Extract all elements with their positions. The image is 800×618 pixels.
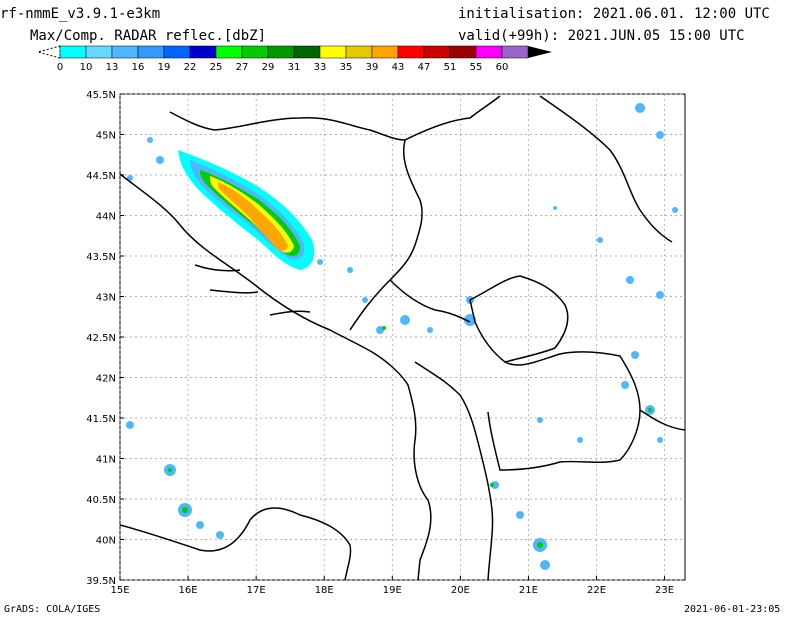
legend-swatch: [397, 45, 425, 59]
lon-label: 20E: [451, 585, 470, 596]
legend-swatch: [319, 45, 347, 59]
lat-label: 40.5N: [86, 495, 116, 506]
lat-label: 43N: [96, 293, 116, 304]
lon-label: 16E: [179, 585, 198, 596]
field-title: Max/Comp. RADAR reflec.[dbZ]: [30, 28, 267, 44]
legend-swatch: [293, 45, 321, 59]
render-timestamp: 2021-06-01-23:05: [684, 604, 781, 615]
border-macedonia: [487, 351, 641, 471]
legend-swatch: [189, 45, 217, 59]
legend-label: 13: [106, 62, 119, 73]
legend-low-arrow: [36, 45, 61, 59]
legend-swatch: [423, 45, 451, 59]
legend-swatch: [449, 45, 477, 59]
legend-label: 39: [366, 62, 379, 73]
lon-label: 22E: [587, 585, 606, 596]
lat-label: 42N: [96, 374, 116, 385]
legend-label: 29: [262, 62, 275, 73]
lat-label: 42.5N: [86, 333, 116, 344]
latitude-labels: 45.5N 45N 44.5N 44N 43.5N 43N 42.5N 42N 41.5N 41N…: [86, 90, 124, 587]
echo-band-core: [218, 182, 288, 251]
lat-label: 45.5N: [86, 90, 116, 101]
lat-label: 41N: [96, 455, 116, 466]
italy-coast: [119, 507, 352, 581]
color-legend: 0 10 13 16 19 22 25 27 29 31 33 35 39 43 47 51 55 60: [36, 45, 552, 73]
longitude-labels: 15E 16E 17E 18E 19E 20E 21E 22E 23E: [110, 576, 674, 596]
initialisation-time: initialisation: 2021.06.01. 12:00 UTC: [458, 6, 770, 22]
legend-label: 10: [80, 62, 93, 73]
legend-label: 16: [132, 62, 145, 73]
legend-swatch: [85, 45, 113, 59]
adriatic-coast: [119, 173, 432, 581]
reflectivity-echoes: [126, 103, 678, 570]
lat-label: 45N: [96, 131, 116, 142]
lat-label: 39.5N: [86, 576, 116, 587]
legend-label: 51: [444, 62, 457, 73]
coastlines-borders: [119, 95, 686, 581]
legend-label: 27: [236, 62, 249, 73]
border-croatia-bosnia: [169, 111, 406, 141]
border-greece-bulgaria: [639, 409, 686, 431]
border-kosovo: [469, 275, 569, 363]
legend-swatch: [215, 45, 243, 59]
model-title: rf-nmmE_v3.9.1-e3km: [0, 6, 161, 22]
legend-label: 43: [392, 62, 405, 73]
legend-label: 60: [496, 62, 509, 73]
software-credit: GrADS: COLA/IGES: [4, 604, 101, 615]
legend-swatch: [163, 45, 191, 59]
lat-label: 44N: [96, 212, 116, 223]
island-2: [209, 289, 259, 294]
border-serbia-east: [404, 95, 673, 243]
legend-swatch: [475, 45, 503, 59]
legend-label: 19: [158, 62, 171, 73]
lon-label: 15E: [110, 585, 129, 596]
legend-high-arrow: [528, 46, 552, 58]
lat-label: 41.5N: [86, 414, 116, 425]
legend-swatch: [241, 45, 269, 59]
legend-swatch: [59, 45, 87, 59]
legend-label: 0: [57, 62, 63, 73]
island-1: [194, 264, 241, 272]
legend-label: 55: [470, 62, 483, 73]
legend-label: 31: [288, 62, 301, 73]
valid-time: valid(+99h): 2021.JUN.05 15:00 UTC: [458, 28, 745, 44]
legend-label: 47: [418, 62, 431, 73]
legend-swatch: [267, 45, 295, 59]
border-bosnia-serbia: [389, 139, 423, 281]
legend-label: 22: [184, 62, 197, 73]
border-montenegro: [349, 279, 471, 331]
legend-swatch: [501, 45, 529, 59]
lat-label: 40N: [96, 536, 116, 547]
legend-swatch: [371, 45, 399, 59]
island-3: [269, 310, 311, 316]
lon-label: 18E: [315, 585, 334, 596]
legend-label: 33: [314, 62, 327, 73]
lon-label: 17E: [247, 585, 266, 596]
lon-label: 19E: [383, 585, 402, 596]
legend-swatch: [345, 45, 373, 59]
legend-swatch: [137, 45, 165, 59]
legend-label: 35: [340, 62, 353, 73]
lon-label: 21E: [519, 585, 538, 596]
lon-label: 23E: [655, 585, 674, 596]
legend-swatch: [111, 45, 139, 59]
lat-label: 44.5N: [86, 171, 116, 182]
border-albania: [414, 361, 494, 581]
lat-label: 43.5N: [86, 252, 116, 263]
strong-echoes: [168, 326, 652, 548]
legend-label: 25: [210, 62, 223, 73]
